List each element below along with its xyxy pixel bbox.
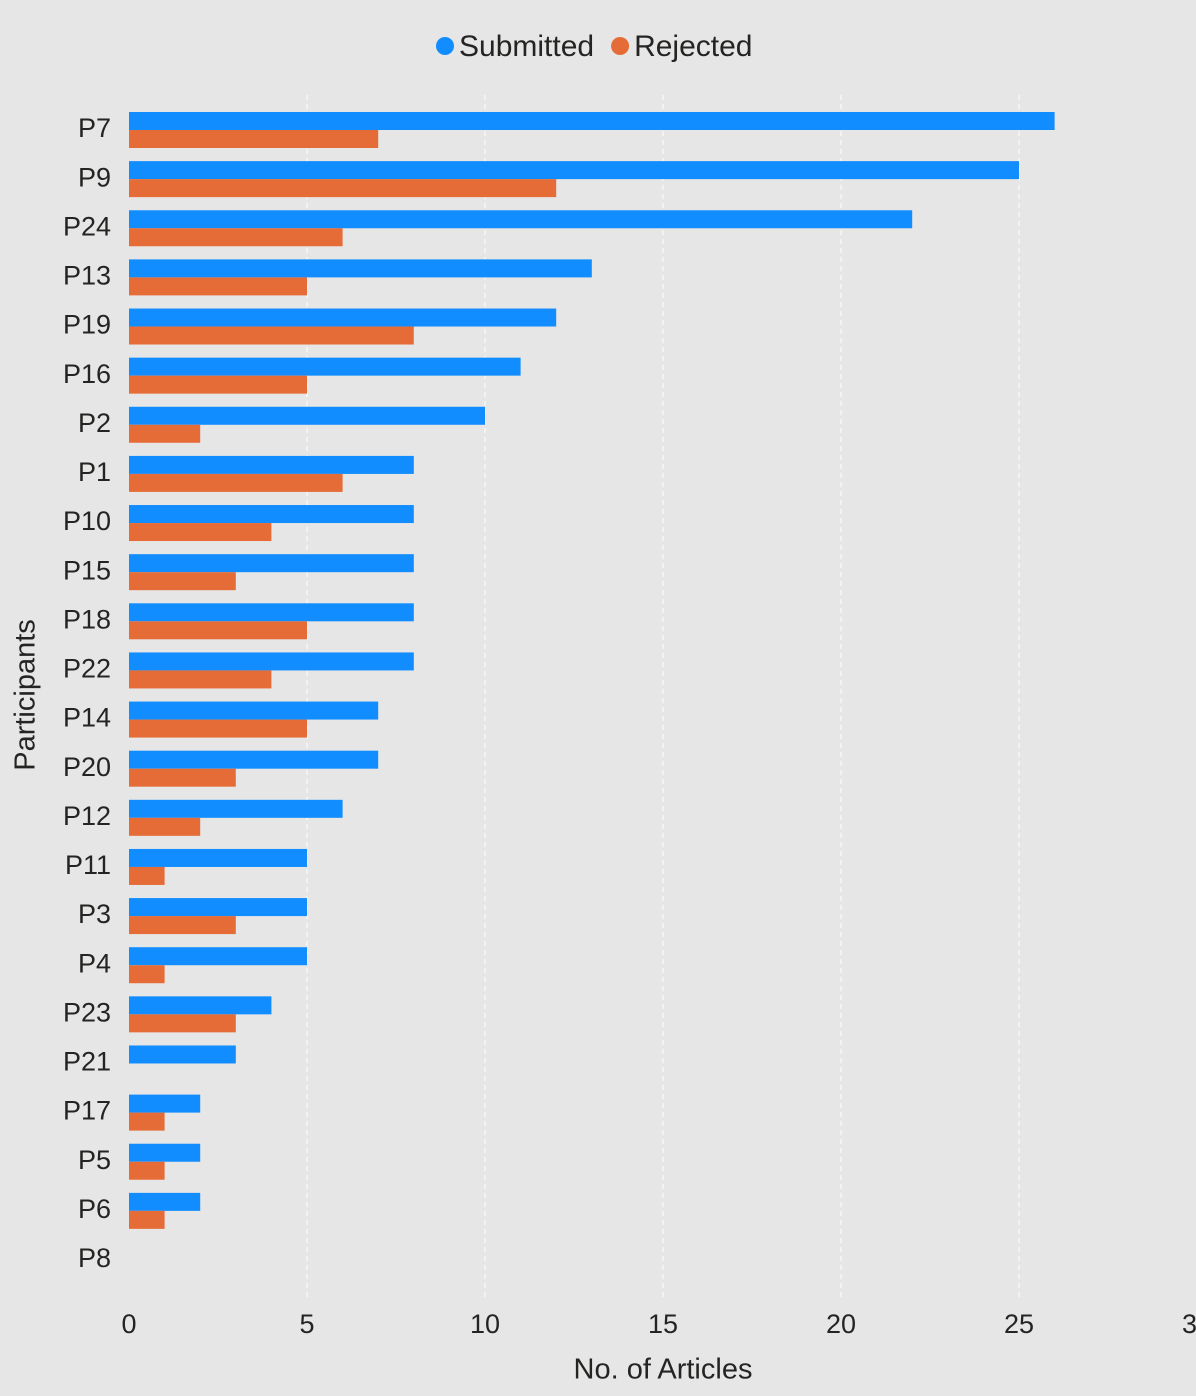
y-tick-label: P19 (63, 310, 111, 340)
bar (129, 652, 414, 671)
bar (129, 947, 307, 966)
y-tick-label: P9 (78, 162, 111, 192)
y-tick-label: P21 (63, 1047, 111, 1077)
y-tick-label: P8 (78, 1243, 111, 1273)
bar (129, 554, 414, 573)
bar (129, 1161, 165, 1180)
bar (129, 308, 557, 327)
bar (129, 259, 592, 278)
y-tick-label: P7 (78, 113, 111, 143)
bar (129, 424, 201, 443)
bar (129, 455, 414, 474)
y-tick-label: P13 (63, 261, 111, 291)
y-tick-label: P10 (63, 506, 111, 536)
bar (129, 112, 1055, 130)
bar (129, 996, 272, 1015)
y-tick-label: P6 (78, 1194, 111, 1224)
bar (129, 916, 236, 935)
y-tick-label: P23 (63, 997, 111, 1027)
x-axis-title: No. of Articles (574, 1354, 753, 1386)
x-tick-label: 15 (648, 1309, 678, 1339)
bar (129, 898, 307, 917)
bar (129, 670, 272, 689)
bar (129, 1094, 201, 1113)
bar (129, 1210, 165, 1229)
bar (129, 572, 236, 591)
bar (129, 326, 414, 345)
bar (129, 130, 379, 148)
y-tick-label: P4 (78, 948, 111, 978)
legend-label: Rejected (634, 30, 752, 63)
x-tick-label: 25 (1004, 1309, 1034, 1339)
y-tick-label: P2 (78, 408, 111, 438)
y-tick-label: P18 (63, 604, 111, 634)
bar (129, 1014, 236, 1033)
bar (129, 375, 307, 394)
bar (129, 719, 307, 738)
bar (129, 621, 307, 640)
bar (129, 161, 1019, 180)
bar (129, 603, 414, 622)
legend-marker (611, 37, 630, 55)
x-tick-label: 30 (1182, 1309, 1196, 1339)
bar (129, 523, 272, 542)
bar (129, 406, 485, 425)
y-tick-label: P5 (78, 1145, 111, 1175)
y-tick-label: P3 (78, 899, 111, 929)
y-tick-label: P1 (78, 457, 111, 487)
y-tick-label: P12 (63, 801, 111, 831)
y-tick-label: P14 (63, 703, 111, 733)
legend-marker (436, 37, 454, 55)
bar (129, 1112, 165, 1131)
bar (129, 505, 414, 524)
y-tick-label: P15 (63, 555, 111, 585)
x-tick-label: 5 (299, 1309, 314, 1339)
bar (129, 357, 521, 376)
y-tick-label: P17 (63, 1096, 111, 1126)
bar (129, 817, 201, 836)
bar (129, 866, 165, 885)
y-tick-label: P11 (65, 850, 111, 880)
bar (129, 1143, 201, 1162)
bar (129, 179, 557, 198)
y-tick-label: P24 (63, 211, 111, 241)
y-axis-title: Participants (10, 619, 42, 771)
bar (129, 750, 379, 769)
bar (129, 965, 165, 984)
x-tick-label: 20 (826, 1309, 856, 1339)
bar (129, 701, 379, 720)
bar (129, 210, 913, 229)
x-tick-label: 10 (470, 1309, 500, 1339)
bar (129, 228, 343, 247)
bar (129, 1045, 236, 1064)
bar (129, 799, 343, 818)
bar (129, 768, 236, 787)
legend-label: Submitted (459, 30, 594, 63)
bar (129, 1192, 201, 1211)
y-tick-label: P16 (63, 359, 111, 389)
x-tick-label: 0 (121, 1309, 136, 1339)
y-tick-label: P22 (63, 654, 111, 684)
bar (129, 473, 343, 492)
bar (129, 277, 307, 296)
bar (129, 848, 307, 867)
y-tick-label: P20 (63, 752, 111, 782)
